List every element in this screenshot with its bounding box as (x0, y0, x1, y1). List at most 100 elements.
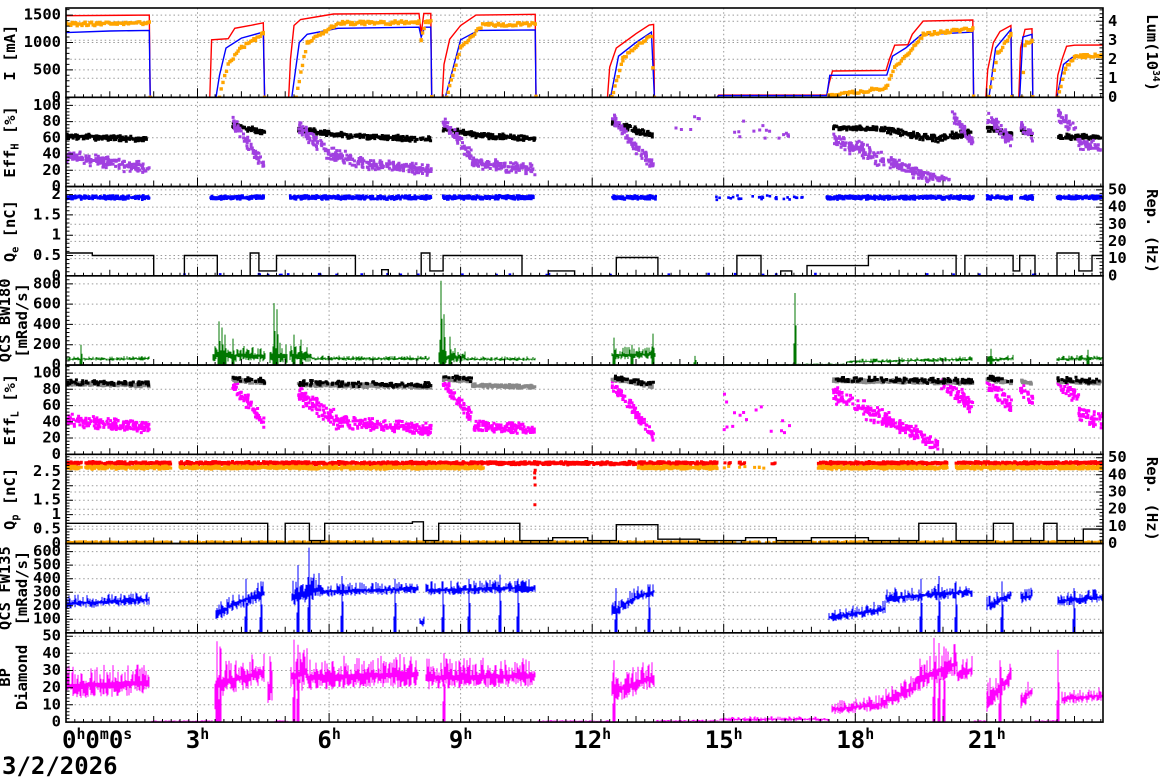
panel-series-layer (66, 547, 1103, 633)
gridlines (66, 543, 1103, 633)
series-eff-h-purple (66, 108, 1102, 184)
ytick-label: 0 (52, 266, 61, 284)
ytick-label: 1500 (24, 6, 61, 24)
axis-ticks (65, 9, 1103, 98)
series-fw135-loss (66, 547, 1103, 633)
right-ytick-label: 10 (1108, 517, 1127, 535)
ytick-label: 60 (42, 128, 61, 146)
ytick-label: 0.5 (33, 520, 61, 538)
series-eff-l-black (66, 374, 1101, 389)
ytick-label: 800 (33, 274, 61, 292)
ytick-label: 80 (42, 112, 61, 130)
right-ytick-label: 40 (1108, 198, 1127, 216)
axis-ticks (65, 98, 1102, 187)
series-ler-current (66, 12, 1103, 98)
ytick-label: 0 (52, 534, 61, 552)
ylabel-qcs-bw180: [mRad/s] (13, 283, 31, 358)
right-ytick-label: 10 (1108, 249, 1127, 267)
ytick-label: 40 (42, 644, 61, 662)
xtick-label-0h: 0h0m0s (62, 725, 132, 754)
ytick-label: 0 (52, 177, 61, 195)
xtick-label-3h: 3h (186, 725, 209, 754)
ytick-label: 2 (52, 476, 61, 494)
ytick-label: 20 (42, 161, 61, 179)
ytick-label: 200 (33, 596, 61, 614)
ytick-label: 10 (42, 695, 61, 713)
right-ytick-label: 50 (1108, 448, 1127, 466)
right-ytick-label: 20 (1108, 232, 1127, 250)
right-ytick-label: 30 (1108, 483, 1127, 501)
ylabel-current: I [mA] (1, 25, 19, 81)
ytick-label: 40 (42, 412, 61, 430)
axis-ticks (65, 632, 1102, 723)
gridlines (66, 97, 1103, 187)
series-qp-charge-orange (66, 464, 1103, 471)
series-bp-diamond-dose (66, 637, 1103, 722)
xtick-label-15h: 15h (705, 725, 743, 754)
panel-qcs-bw180: 0 200 400 600 800 QCS BW180 [mRad/s] (0, 274, 1104, 374)
ylabel-qcs-bw180: QCS BW180 (0, 278, 14, 362)
ylabel-eff-l: EffL [%] (1, 374, 21, 445)
ylabel-qe: Qe [nC] (1, 200, 21, 262)
right-ytick-label: 1 (1108, 69, 1117, 87)
ytick-label: 0 (52, 713, 61, 731)
series-qp-charge-red (66, 459, 1103, 507)
ylabel-qp: Qp [nC] (1, 468, 21, 530)
ylabel-qcs-fw135: [mRad/s] (13, 551, 31, 626)
xtick-label-6h: 6h (317, 725, 340, 754)
ytick-label: 2.5 (33, 462, 61, 480)
ytick-label: 80 (42, 380, 61, 398)
series-qe-charge (66, 194, 1103, 202)
panel-series-layer (66, 194, 1103, 276)
ytick-label: 600 (33, 542, 61, 560)
series-eff-l-magenta (66, 377, 1103, 451)
ytick-label: 400 (33, 569, 61, 587)
ytick-label: 0 (52, 356, 61, 374)
ytick-label: 400 (33, 315, 61, 333)
ytick-label: 0 (52, 88, 61, 106)
series-qp-rep-rate (66, 521, 1103, 544)
xtick-label-9h: 9h (449, 725, 472, 754)
ytick-label: 100 (33, 364, 61, 382)
ytick-label: 1.5 (33, 205, 61, 223)
ytick-label: 1 (52, 505, 61, 523)
right-ytick-label: 20 (1108, 500, 1127, 518)
ytick-label: 30 (42, 661, 61, 679)
right-ytick-label: 0 (1108, 534, 1117, 552)
right-axis-title-qp: Rep. (Hz) (1143, 457, 1161, 541)
ylabel-eff-h: EffH [%] (1, 106, 21, 177)
ytick-label: 40 (42, 145, 61, 163)
ytick-label: 50 (42, 627, 61, 645)
ytick-label: 300 (33, 583, 61, 601)
ylabel-bp-diamond: BP (0, 668, 14, 687)
ytick-label: 60 (42, 396, 61, 414)
ytick-label: 100 (33, 610, 61, 628)
right-ytick-label: 4 (1108, 12, 1117, 30)
panel-frame (65, 96, 1104, 188)
ytick-label: 20 (42, 429, 61, 447)
date-label: 3/2/2026 (2, 752, 118, 780)
x-axis-labels: 0h0m0s 3h 6h 9h 12h 15h 18h 21h (62, 725, 1006, 754)
right-ytick-label: 2 (1108, 50, 1117, 68)
ytick-label: 500 (33, 556, 61, 574)
ytick-label: 0.5 (33, 246, 61, 264)
panel-series-layer (66, 637, 1103, 722)
panel-series-layer (66, 280, 1103, 365)
ytick-label: 1 (52, 226, 61, 244)
ytick-label: 200 (33, 335, 61, 353)
panel-series-layer (66, 12, 1103, 98)
ytick-label: 600 (33, 295, 61, 313)
ylabel-qcs-fw135: QCS FW135 (0, 546, 14, 630)
panel-series-layer (66, 108, 1103, 184)
series-qe-rep-rate (66, 252, 1103, 276)
right-ytick-label: 0 (1108, 88, 1117, 106)
right-ytick-label: 3 (1108, 31, 1117, 49)
ytick-label: 0 (52, 445, 61, 463)
